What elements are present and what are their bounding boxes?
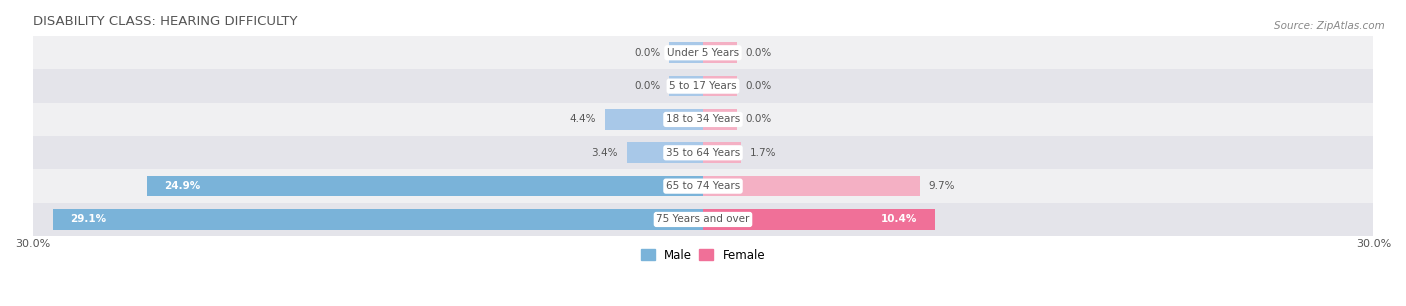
Bar — [32, 203, 1374, 236]
Bar — [703, 143, 741, 163]
Bar — [32, 170, 1374, 203]
Bar — [605, 109, 703, 130]
Bar — [703, 209, 935, 230]
Text: 18 to 34 Years: 18 to 34 Years — [666, 114, 740, 125]
Text: 1.7%: 1.7% — [749, 148, 776, 158]
Text: Under 5 Years: Under 5 Years — [666, 48, 740, 58]
Bar — [703, 176, 920, 196]
Bar — [53, 209, 703, 230]
Text: 0.0%: 0.0% — [745, 114, 772, 125]
Bar — [703, 43, 737, 63]
Text: 35 to 64 Years: 35 to 64 Years — [666, 148, 740, 158]
Text: 0.0%: 0.0% — [634, 81, 661, 91]
Bar — [703, 76, 737, 96]
Text: 0.0%: 0.0% — [634, 48, 661, 58]
Bar — [627, 143, 703, 163]
Text: 3.4%: 3.4% — [592, 148, 619, 158]
Text: 65 to 74 Years: 65 to 74 Years — [666, 181, 740, 191]
Bar — [146, 176, 703, 196]
Legend: Male, Female: Male, Female — [636, 244, 770, 266]
Text: 5 to 17 Years: 5 to 17 Years — [669, 81, 737, 91]
Text: 4.4%: 4.4% — [569, 114, 596, 125]
Bar — [32, 69, 1374, 103]
Text: 29.1%: 29.1% — [70, 215, 107, 225]
Text: 75 Years and over: 75 Years and over — [657, 215, 749, 225]
Bar — [32, 103, 1374, 136]
Text: 0.0%: 0.0% — [745, 48, 772, 58]
Bar — [32, 136, 1374, 170]
Bar — [32, 36, 1374, 69]
Text: 9.7%: 9.7% — [929, 181, 955, 191]
Bar — [669, 76, 703, 96]
Bar — [669, 43, 703, 63]
Text: DISABILITY CLASS: HEARING DIFFICULTY: DISABILITY CLASS: HEARING DIFFICULTY — [32, 15, 297, 28]
Text: 0.0%: 0.0% — [745, 81, 772, 91]
Text: 10.4%: 10.4% — [882, 215, 918, 225]
Text: 24.9%: 24.9% — [165, 181, 201, 191]
Bar — [703, 109, 737, 130]
Text: Source: ZipAtlas.com: Source: ZipAtlas.com — [1274, 21, 1385, 32]
